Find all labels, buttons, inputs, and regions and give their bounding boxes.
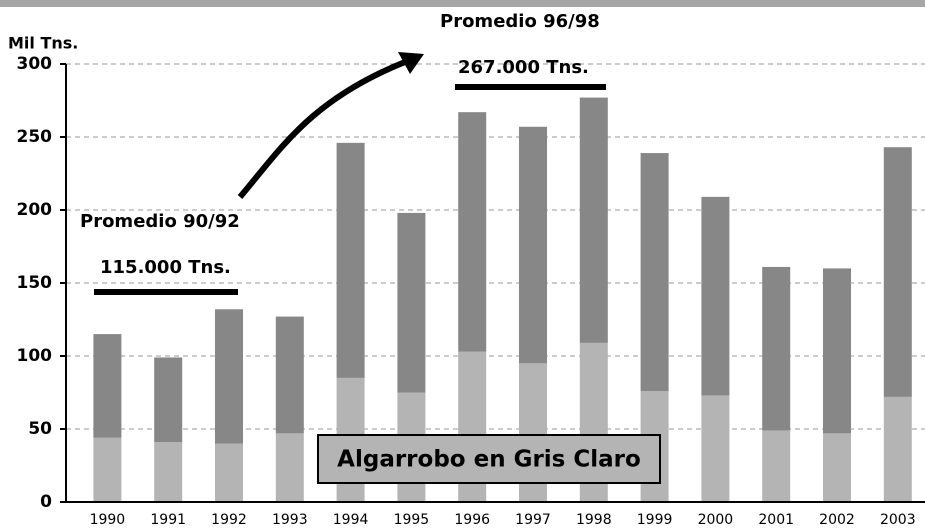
top-strip	[0, 0, 925, 7]
x-tick-label: 1991	[150, 512, 186, 528]
y-tick-label: 50	[28, 419, 52, 439]
bar-segment	[215, 309, 243, 444]
x-tick-label: 1994	[333, 512, 369, 528]
bar-segment	[823, 268, 851, 434]
y-tick-label: 150	[17, 273, 53, 293]
y-tick-label: 0	[40, 492, 52, 512]
bar-segment	[215, 443, 243, 502]
x-tick-label: 1996	[454, 512, 490, 528]
bar-segment	[883, 396, 912, 502]
bar-segment	[701, 196, 730, 396]
y-tick-label: 100	[17, 346, 53, 366]
x-tick-label: 2000	[698, 512, 734, 528]
annotation: 115.000 Tns.	[100, 257, 231, 278]
annotation: Promedio 90/92	[80, 211, 240, 232]
x-tick-label: 1995	[394, 512, 430, 528]
y-tick-label: 300	[17, 54, 53, 74]
x-tick-label: 2002	[819, 512, 855, 528]
bar-segment	[579, 97, 608, 343]
x-tick-label: 1990	[90, 512, 126, 528]
x-tick-label: 2003	[880, 512, 916, 528]
bar-segment	[701, 395, 730, 502]
y-tick-label: 200	[17, 200, 53, 220]
bar-segment	[883, 147, 912, 397]
bar-segment	[458, 112, 487, 352]
bar-segment	[154, 357, 183, 443]
bar-segment	[275, 433, 304, 502]
x-tick-label: 1999	[637, 512, 673, 528]
bar-segment	[154, 442, 183, 502]
annotation: Algarrobo en Gris Claro	[337, 447, 641, 473]
bar-segment	[640, 153, 669, 392]
note-box	[317, 434, 661, 484]
x-tick-label: 1993	[272, 512, 308, 528]
bar-segment	[823, 433, 851, 502]
y-tick-label: 250	[17, 127, 53, 147]
bar-segment	[93, 334, 122, 438]
x-tick-label: 1992	[211, 512, 247, 528]
annotation: 267.000 Tns.	[458, 57, 589, 78]
bar-segment	[762, 266, 791, 431]
bar-segment	[397, 212, 426, 393]
bar-segment	[336, 142, 365, 378]
bar-segment	[519, 126, 547, 364]
bar-segment	[275, 316, 304, 434]
bar-segment	[762, 430, 791, 502]
x-tick-label: 1998	[576, 512, 612, 528]
x-tick-label: 1997	[515, 512, 551, 528]
y-axis-label: Mil Tns.	[8, 34, 78, 53]
annotation: Promedio 96/98	[440, 11, 600, 32]
arrow	[237, 59, 407, 199]
arrow-head	[398, 52, 424, 74]
bar-segment	[93, 437, 122, 502]
x-tick-label: 2001	[758, 512, 794, 528]
